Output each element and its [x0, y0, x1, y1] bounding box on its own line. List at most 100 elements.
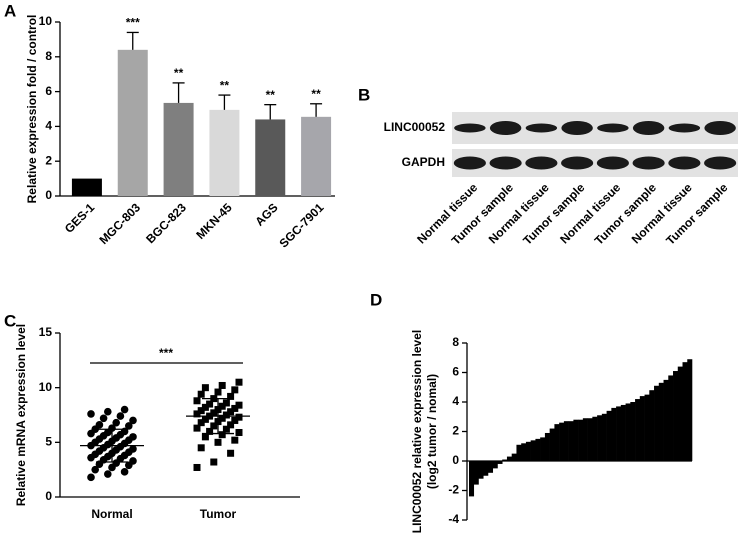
bar — [587, 418, 593, 461]
data-point — [201, 415, 209, 423]
data-point — [201, 403, 209, 411]
y-tick-label: 6 — [45, 84, 52, 98]
bar — [535, 438, 541, 461]
y-tick-label: -2 — [448, 483, 459, 497]
bar — [255, 119, 286, 196]
x-tick-label: SGC-7901 — [276, 200, 326, 250]
data-point — [129, 457, 137, 465]
y-tick-label: 0 — [45, 489, 52, 503]
bar — [568, 421, 574, 461]
bar — [687, 359, 693, 461]
data-point — [210, 458, 218, 466]
blot-band — [525, 123, 558, 133]
data-point — [201, 433, 209, 441]
data-point — [193, 424, 201, 432]
x-tick-label: GES-1 — [62, 200, 98, 236]
data-point — [214, 438, 222, 446]
y-tick-label: 6 — [452, 365, 459, 379]
lane-label: Tumor sample — [449, 180, 516, 247]
bar — [630, 402, 636, 461]
bar — [506, 456, 513, 461]
bar — [301, 116, 332, 196]
bar — [639, 396, 645, 461]
bar — [649, 390, 655, 461]
y-axis-label: LINC00052 relative expression level — [410, 330, 424, 533]
x-tick-label: Normal — [91, 507, 132, 521]
y-tick-label: 10 — [39, 380, 53, 394]
bar — [549, 428, 555, 461]
blot-row-label: GAPDH — [402, 155, 445, 169]
y-tick-label: 2 — [452, 424, 459, 438]
significance: ** — [174, 66, 184, 80]
data-point — [218, 414, 226, 422]
y-tick-label: 0 — [45, 188, 52, 202]
blot-band — [454, 123, 486, 133]
data-point — [120, 405, 129, 414]
bar — [620, 404, 626, 461]
lane-label: Tumor sample — [592, 180, 659, 247]
data-point — [197, 419, 205, 427]
blot-band — [596, 156, 629, 170]
blot-band — [632, 156, 665, 170]
blot-band — [489, 121, 522, 135]
bar — [611, 407, 617, 461]
lane-label: Tumor sample — [663, 180, 730, 247]
bar — [483, 461, 489, 476]
panel-label: D — [370, 290, 382, 309]
data-point — [235, 428, 243, 436]
blot-row-label: LINC00052 — [384, 120, 446, 134]
data-point — [104, 470, 112, 478]
data-point — [231, 404, 239, 412]
data-point — [104, 407, 112, 416]
bar — [559, 422, 565, 461]
y-tick-label: 4 — [45, 119, 52, 133]
data-point — [231, 386, 239, 394]
bar — [511, 453, 517, 461]
bar — [71, 178, 102, 196]
blot-band — [704, 156, 737, 170]
data-point — [218, 431, 226, 439]
blot-band — [668, 156, 701, 170]
bar — [601, 413, 607, 461]
data-point — [91, 465, 99, 474]
bar — [525, 441, 531, 461]
bar — [544, 432, 550, 461]
data-point — [222, 411, 230, 419]
data-point — [227, 392, 235, 400]
data-point — [206, 427, 214, 435]
data-point — [129, 416, 137, 425]
data-point — [231, 416, 239, 424]
bar — [573, 419, 579, 461]
bar — [492, 461, 498, 469]
bar — [654, 385, 660, 461]
blot-band — [597, 123, 629, 133]
data-point — [116, 412, 125, 420]
blot-band — [525, 156, 558, 170]
panel-label: A — [4, 1, 16, 20]
data-point — [193, 397, 201, 405]
bar — [563, 421, 569, 461]
blot-band — [453, 156, 486, 170]
bar — [473, 461, 479, 485]
data-point — [99, 414, 108, 423]
x-tick-label: MKN-45 — [193, 200, 235, 242]
significance: *** — [159, 346, 173, 360]
significance: ** — [311, 87, 321, 101]
bar — [502, 459, 508, 461]
bar — [582, 418, 588, 461]
bar — [682, 362, 688, 461]
data-point — [95, 421, 104, 429]
data-point — [222, 425, 230, 433]
data-point — [218, 402, 226, 410]
blot-band — [561, 121, 593, 135]
data-point — [227, 421, 235, 429]
data-point — [235, 378, 243, 386]
x-tick-label: MGC-803 — [96, 200, 143, 247]
data-point — [129, 433, 137, 441]
data-point — [87, 473, 95, 482]
panel-label: C — [4, 311, 16, 330]
bar — [663, 379, 669, 461]
blot-band — [668, 123, 701, 133]
y-tick-label: 8 — [45, 49, 52, 63]
